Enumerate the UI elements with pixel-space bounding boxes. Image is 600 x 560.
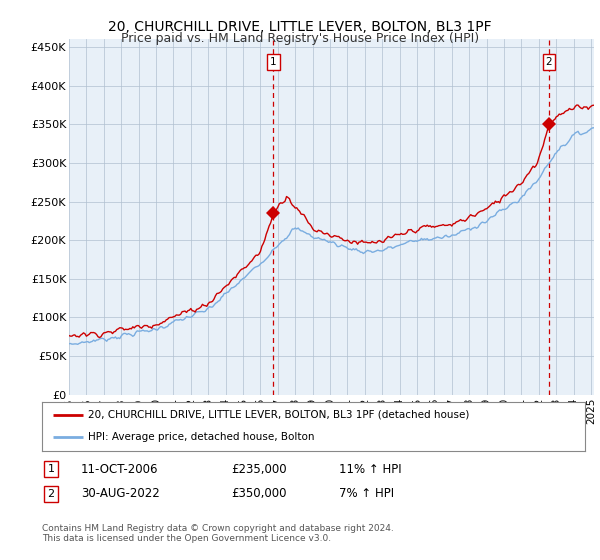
Text: 1: 1 bbox=[270, 57, 277, 67]
Text: 20, CHURCHILL DRIVE, LITTLE LEVER, BOLTON, BL3 1PF: 20, CHURCHILL DRIVE, LITTLE LEVER, BOLTO… bbox=[108, 20, 492, 34]
Text: 7% ↑ HPI: 7% ↑ HPI bbox=[339, 487, 394, 501]
Text: 20, CHURCHILL DRIVE, LITTLE LEVER, BOLTON, BL3 1PF (detached house): 20, CHURCHILL DRIVE, LITTLE LEVER, BOLTO… bbox=[88, 410, 470, 420]
Text: 2: 2 bbox=[47, 489, 55, 499]
Text: 11-OCT-2006: 11-OCT-2006 bbox=[81, 463, 158, 476]
Text: £350,000: £350,000 bbox=[231, 487, 287, 501]
Text: Price paid vs. HM Land Registry's House Price Index (HPI): Price paid vs. HM Land Registry's House … bbox=[121, 32, 479, 45]
Text: Contains HM Land Registry data © Crown copyright and database right 2024.
This d: Contains HM Land Registry data © Crown c… bbox=[42, 524, 394, 543]
Text: 11% ↑ HPI: 11% ↑ HPI bbox=[339, 463, 401, 476]
Text: 1: 1 bbox=[47, 464, 55, 474]
Text: £235,000: £235,000 bbox=[231, 463, 287, 476]
Text: 30-AUG-2022: 30-AUG-2022 bbox=[81, 487, 160, 501]
Text: HPI: Average price, detached house, Bolton: HPI: Average price, detached house, Bolt… bbox=[88, 432, 314, 442]
Text: 2: 2 bbox=[546, 57, 553, 67]
